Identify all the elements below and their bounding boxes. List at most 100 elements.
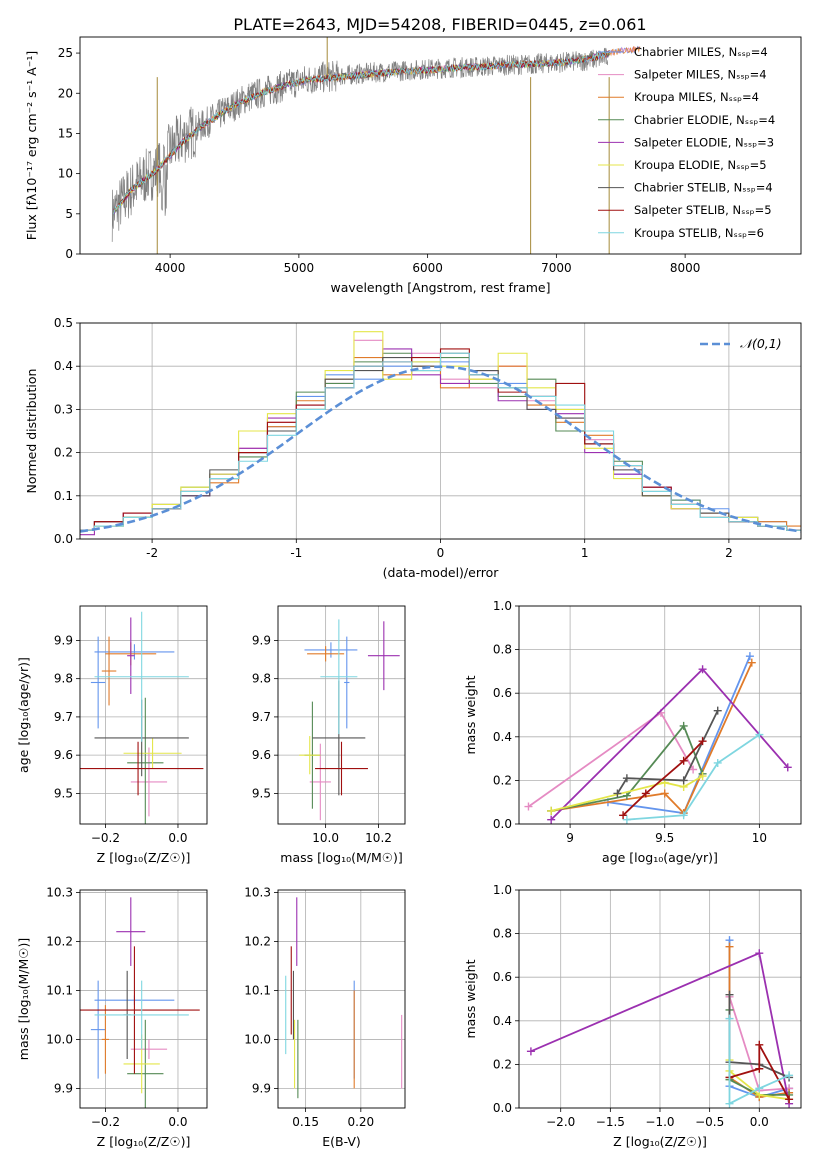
x-axis-label: Z [log₁₀(Z/Z☉)] (97, 1134, 191, 1149)
plus-marker (613, 789, 622, 798)
mass-vs-ebv-panel: 0.15 0.20 9.9 10.0 10.1 10.2 10.3 E(B-V) (244, 885, 406, 1149)
errorbar-plot-area (299, 619, 400, 821)
y-tick-label: 9.9 (54, 633, 73, 647)
y-tick-label: 10.1 (244, 983, 271, 997)
x-tick-label: −0.5 (695, 1115, 724, 1129)
y-tick-label: 0.2 (54, 446, 73, 460)
x-tick-label: 10 (752, 831, 767, 845)
errorbar-plot-area (80, 611, 204, 824)
model-spectrum-line (113, 50, 611, 215)
plus-marker (698, 665, 707, 674)
plus-marker (725, 1099, 734, 1108)
x-tick-label: −0.2 (91, 1115, 120, 1129)
plus-marker (785, 1095, 794, 1104)
y-tick-label: 10.3 (46, 885, 73, 899)
x-axis-label: Z [log₁₀(Z/Z☉)] (97, 850, 191, 865)
plus-marker (745, 652, 754, 661)
y-tick-label: 0.8 (493, 927, 512, 941)
y-tick-label: 10 (58, 167, 73, 181)
y-tick-label: 9.7 (252, 710, 271, 724)
plus-marker (698, 737, 707, 746)
y-tick-label: 10.0 (244, 1032, 271, 1046)
y-tick-label: 0.5 (54, 316, 73, 330)
y-tick-label: 9.5 (54, 786, 73, 800)
plus-marker (713, 706, 722, 715)
x-tick-label: 0.0 (168, 831, 187, 845)
plus-marker (755, 1064, 764, 1073)
x-tick-label: 10.0 (312, 831, 339, 845)
y-tick-label: 9.8 (252, 672, 271, 686)
plus-marker (755, 730, 764, 739)
x-axis-label: E(B-V) (322, 1134, 361, 1149)
residuals-panel: -2 -1 0 1 2 0.0 0.1 0.2 0.3 0.4 0.5 (data-model)/er… (24, 316, 802, 580)
y-tick-label: 0.3 (54, 402, 73, 416)
age-vs-mass-panel: 10.0 10.2 9.5 9.6 9.7 9.8 9.9 mass [log₁₀(M/M☉)… (252, 605, 406, 865)
figure-title: PLATE=2643, MJD=54208, FIBERID=0445, z=0… (233, 15, 646, 34)
plus-marker (698, 772, 707, 781)
plot-frame (79, 605, 208, 825)
y-axis-label: age [log₁₀(age/yr)] (16, 657, 31, 773)
x-tick-label: -2 (146, 546, 158, 560)
y-tick-label: 1.0 (493, 883, 512, 897)
mass-weight-line (551, 662, 753, 815)
y-tick-label: 20 (58, 86, 73, 100)
x-tick-label: 2 (725, 546, 733, 560)
plus-marker (622, 815, 631, 824)
errorbar-plot-area (285, 897, 403, 1099)
plus-marker (524, 802, 533, 811)
y-tick-label: 0.4 (54, 359, 73, 373)
y-tick-label: 10.1 (46, 983, 73, 997)
plus-marker (679, 721, 688, 730)
plot-frame (79, 322, 802, 540)
y-tick-label: 25 (58, 46, 73, 60)
legend-label: Chabrier STELIB, Nₛₛₚ=4 (634, 181, 773, 195)
plus-marker (713, 758, 722, 767)
y-tick-label: 0.0 (493, 1101, 512, 1115)
plus-marker (755, 949, 764, 958)
x-tick-label: −1.0 (645, 1115, 674, 1129)
y-tick-label: 0.2 (493, 773, 512, 787)
plus-marker (747, 658, 756, 667)
plus-marker (526, 1047, 535, 1056)
y-tick-label: 0 (65, 247, 73, 261)
plus-marker (755, 1040, 764, 1049)
y-tick-label: 0.1 (54, 489, 73, 503)
errorbar-plot-area (80, 897, 200, 1108)
plus-marker (622, 774, 631, 783)
y-tick-label: 10.2 (46, 934, 73, 948)
x-tick-label: 0 (437, 546, 445, 560)
y-axis-label: mass weight (463, 959, 478, 1038)
x-tick-label: −2.0 (546, 1115, 575, 1129)
plus-marker (679, 776, 688, 785)
mass-weight-plot-area (524, 652, 792, 824)
x-tick-label: 8000 (670, 261, 701, 275)
plus-marker (679, 811, 688, 820)
mass-weight-line (616, 710, 719, 794)
x-tick-label: 7000 (541, 261, 572, 275)
plot-frame (277, 605, 406, 825)
y-tick-label: 0.8 (493, 643, 512, 657)
x-tick-label: 0.0 (168, 1115, 187, 1129)
plus-marker (755, 1084, 764, 1093)
gaussian-curve (80, 365, 801, 533)
y-tick-label: 9.7 (54, 710, 73, 724)
legend-label: Kroupa ELODIE, Nₛₛₚ=5 (634, 158, 767, 172)
legend-label: Salpeter MILES, Nₛₛₚ=4 (634, 68, 767, 82)
legend-label: Salpeter ELODIE, Nₛₛₚ=3 (634, 135, 774, 149)
legend-label: Kroupa STELIB, Nₛₛₚ=6 (634, 226, 764, 240)
histogram-step-line (80, 352, 801, 531)
plot-frame (277, 889, 406, 1109)
mass-weight-line (729, 1044, 790, 1100)
y-axis-label: Flux [fλ10⁻¹⁷ erg cm⁻² s⁻¹ A⁻¹] (24, 51, 39, 240)
x-tick-label: −1.5 (596, 1115, 625, 1129)
y-tick-label: 0.4 (493, 730, 512, 744)
y-tick-label: 10.0 (46, 1032, 73, 1046)
x-tick-label: 1 (581, 546, 589, 560)
x-axis-label: mass [log₁₀(M/M☉)] (280, 850, 402, 865)
mass-weight-plot-area (526, 936, 794, 1108)
mass-weight-vs-age-panel: 9 9.5 10 0.0 0.2 0.4 0.6 0.8 1.0 age [log₁₀(age/y… (463, 599, 802, 865)
spectrum-plot-area (111, 37, 641, 254)
y-tick-label: 9.9 (252, 633, 271, 647)
x-tick-label: 4000 (155, 261, 186, 275)
